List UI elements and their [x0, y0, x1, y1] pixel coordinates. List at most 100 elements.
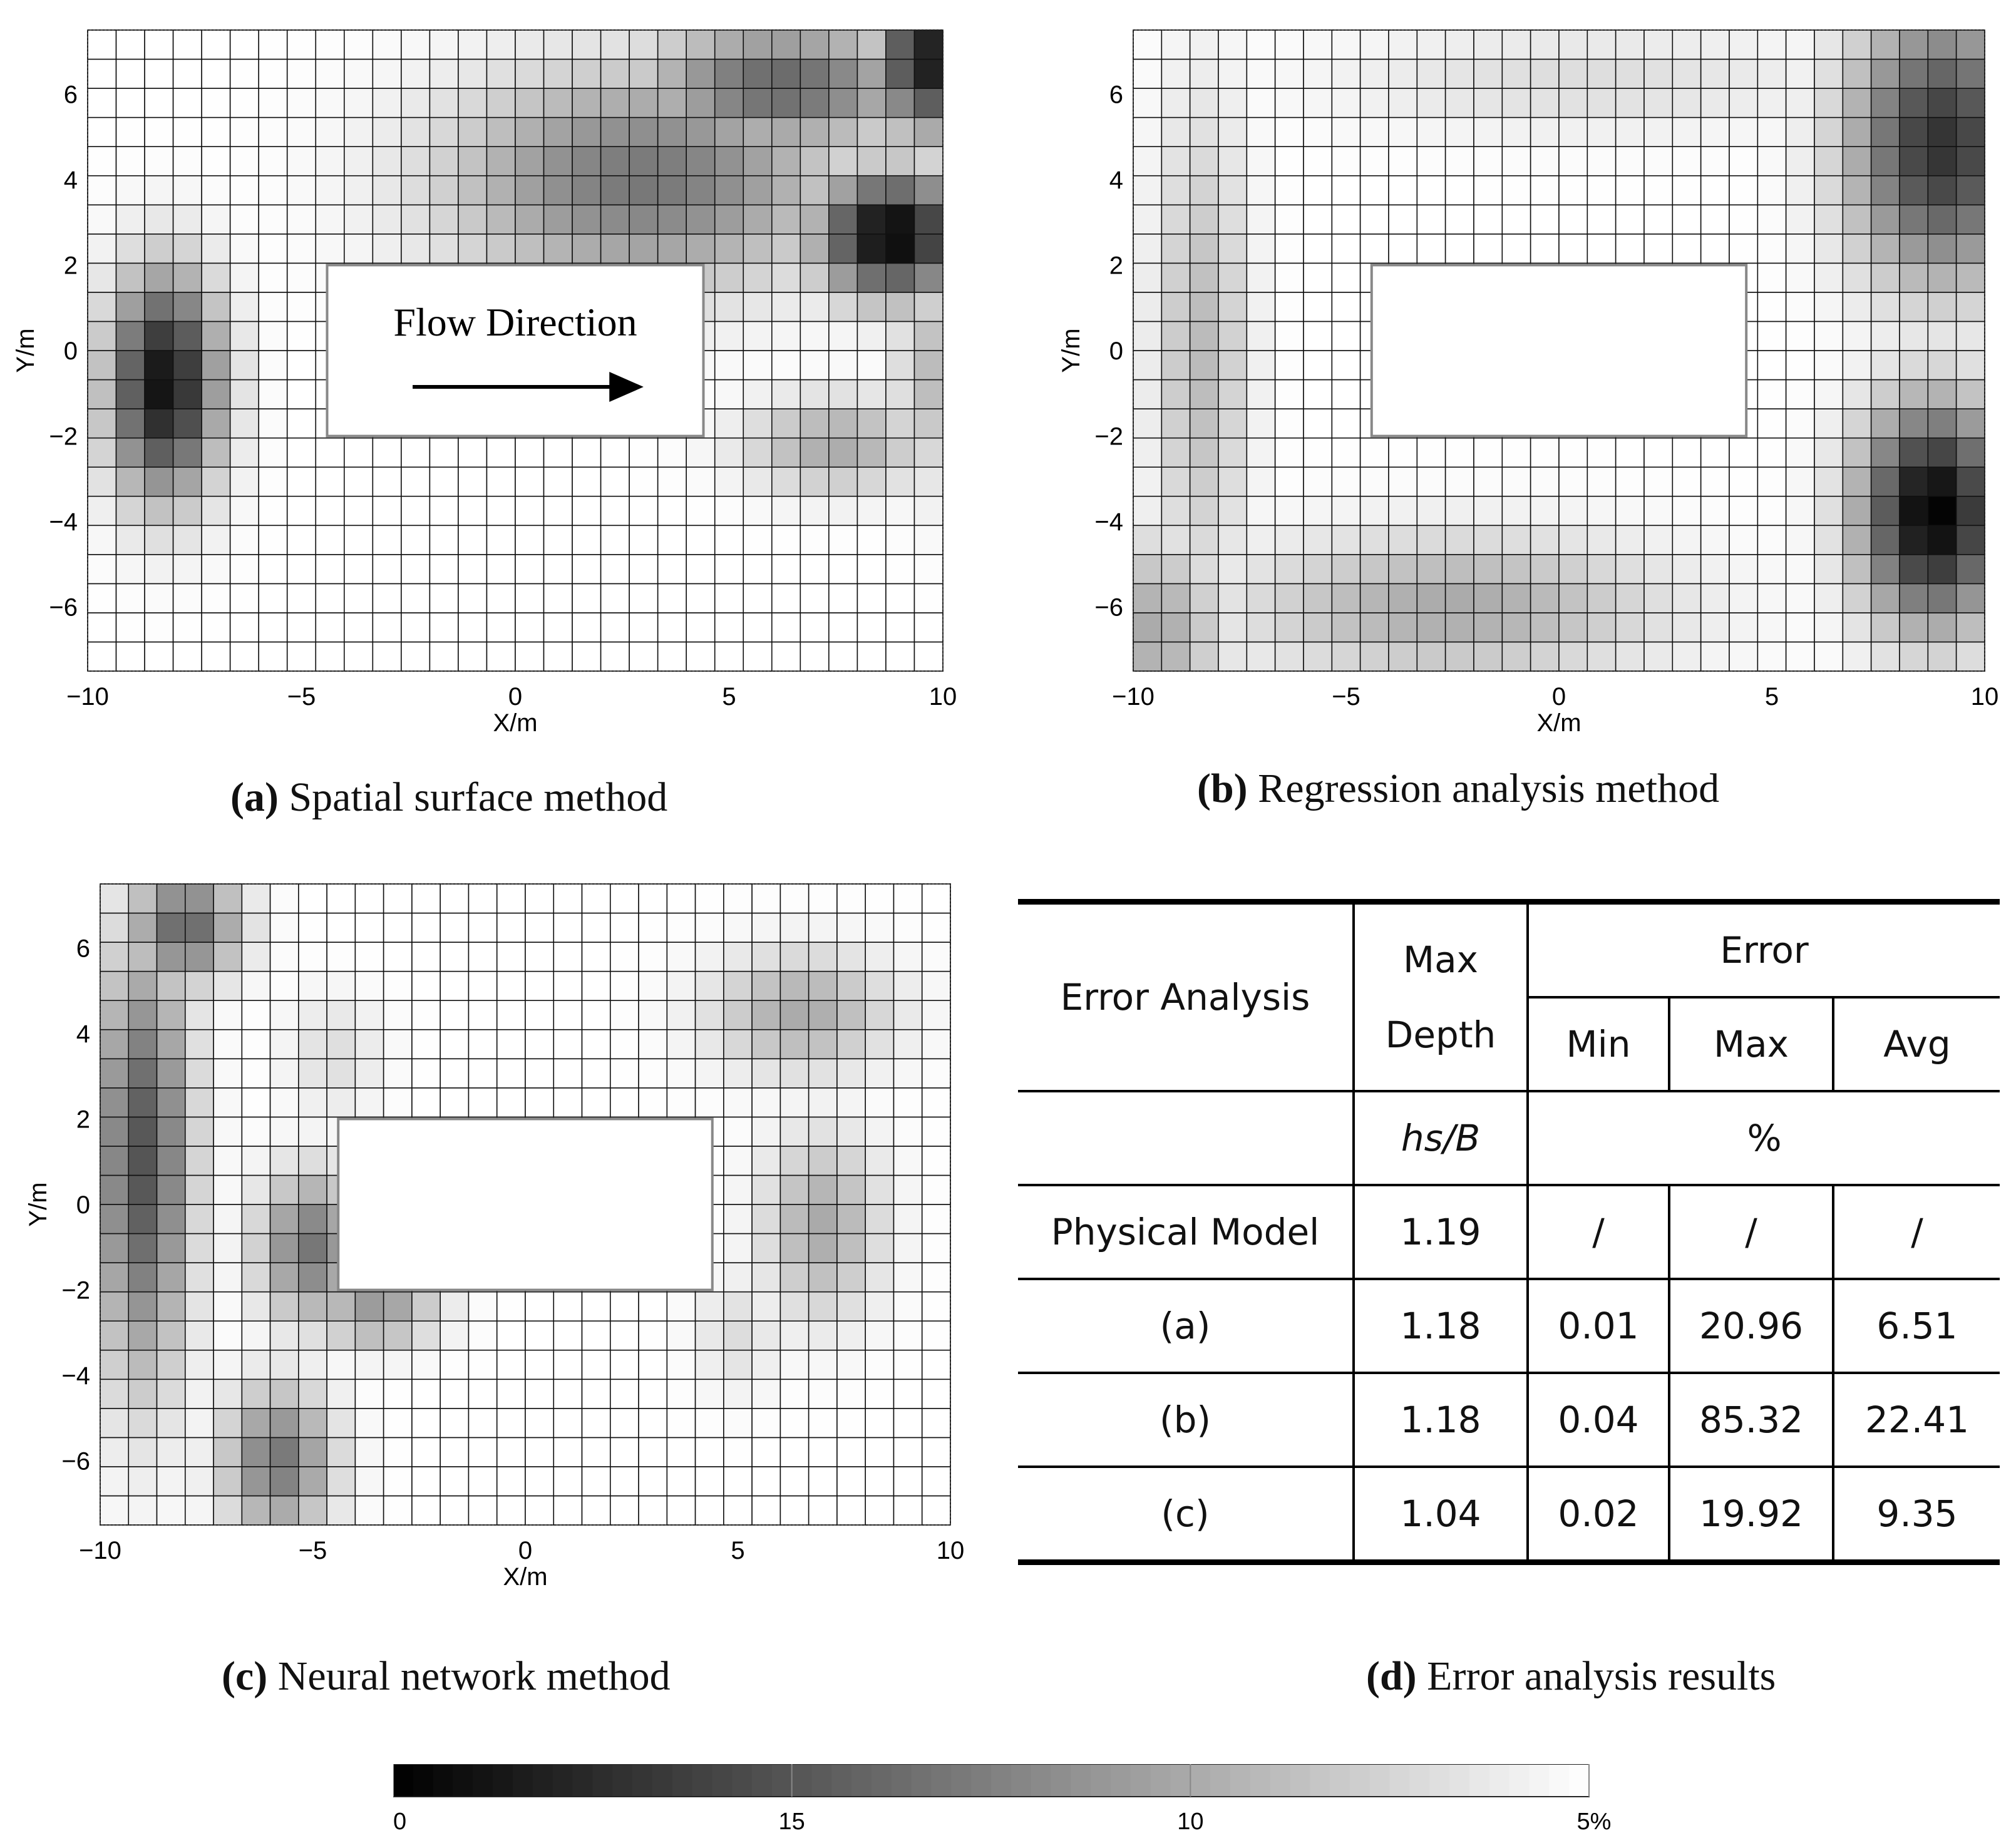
heatmap-cell — [241, 1000, 271, 1030]
heatmap-cell — [1133, 204, 1163, 235]
heatmap-cell — [298, 1174, 327, 1205]
heatmap-cell — [836, 1116, 867, 1147]
heatmap-cell — [229, 437, 259, 468]
heatmap-cell — [572, 466, 602, 497]
heatmap-cell — [1842, 495, 1872, 526]
heatmap-cell — [213, 1233, 243, 1263]
heatmap-cell — [779, 1466, 810, 1497]
heatmap-cell — [1359, 146, 1389, 177]
heatmap-cell — [836, 1437, 867, 1467]
heatmap-cell — [1729, 58, 1759, 89]
heatmap-cell — [1643, 234, 1674, 264]
row-max: 19.92 — [1668, 1467, 1833, 1565]
heatmap-cell — [743, 234, 773, 264]
heatmap-cell — [638, 1087, 668, 1118]
heatmap-cell — [496, 1437, 526, 1467]
heatmap-cell — [269, 1116, 299, 1147]
heatmap-cell — [1814, 175, 1844, 206]
heatmap-cell — [258, 641, 288, 672]
heatmap-cell — [657, 88, 687, 118]
heatmap-cell — [1416, 495, 1446, 526]
heatmap-cell — [1955, 583, 1985, 613]
heatmap-cell — [1955, 262, 1985, 293]
heatmap-cell — [343, 146, 374, 177]
heatmap-cell — [1899, 379, 1929, 409]
heatmap-cell — [1814, 525, 1844, 555]
heatmap-cell — [743, 379, 773, 409]
heatmap-cell — [1615, 58, 1645, 89]
colorbar-step — [991, 1764, 1012, 1797]
heatmap-cell — [808, 1437, 838, 1467]
heatmap-cell — [1899, 641, 1929, 672]
heatmap-cell — [1133, 175, 1163, 206]
heatmap-cell — [836, 1320, 867, 1351]
heatmap-cell — [1133, 116, 1163, 147]
heatmap-cell — [714, 88, 744, 118]
heatmap-cell — [1303, 466, 1333, 497]
colorbar-step — [1270, 1764, 1290, 1797]
heatmap-cell — [128, 1204, 158, 1235]
heatmap-cell — [885, 641, 915, 672]
heatmap-cell — [213, 1174, 243, 1205]
heatmap-cell — [771, 525, 801, 555]
colorbar-step — [453, 1764, 473, 1797]
heatmap-cell — [286, 466, 317, 497]
heatmap-cell — [315, 146, 345, 177]
heatmap-cell — [828, 554, 858, 585]
heatmap-cell — [258, 437, 288, 468]
heatmap-cell — [779, 1116, 810, 1147]
heatmap-cell — [657, 437, 687, 468]
heatmap-cell — [609, 1408, 639, 1439]
row-max: / — [1668, 1185, 1833, 1280]
heatmap-cell — [1700, 641, 1730, 672]
heatmap-cell — [800, 612, 830, 643]
heatmap-cell — [515, 29, 545, 60]
heatmap-cell — [1473, 554, 1503, 585]
heatmap-cell — [1672, 58, 1702, 89]
heatmap-cell — [1246, 88, 1276, 118]
heatmap-cell — [913, 350, 944, 381]
heatmap-cell — [1473, 175, 1503, 206]
heatmap-cell — [581, 1437, 611, 1467]
table-row: (b) 1.18 0.04 85.32 22.41 — [1018, 1373, 2000, 1468]
heatmap-cell — [865, 883, 895, 914]
heatmap-cell — [144, 437, 174, 468]
heatmap-cell — [326, 1291, 356, 1322]
heatmap-cell — [87, 175, 117, 206]
heatmap-cell — [638, 1291, 668, 1322]
heatmap-cell — [1303, 175, 1333, 206]
colorbar-step — [652, 1764, 673, 1797]
heatmap-cell — [383, 1000, 413, 1030]
heatmap-cell — [856, 58, 887, 89]
heatmap-cell — [269, 1204, 299, 1235]
y-tick-label: 6 — [64, 81, 78, 108]
heatmap-cell — [600, 116, 630, 147]
heatmap-cell — [1785, 234, 1815, 264]
heatmap-cell — [1729, 175, 1759, 206]
row-depth: 1.18 — [1352, 1279, 1528, 1374]
heatmap-cell — [1955, 437, 1985, 468]
heatmap-cell — [913, 58, 944, 89]
heatmap-cell — [1331, 146, 1361, 177]
heatmap-cell — [1643, 116, 1674, 147]
heatmap-cell — [638, 883, 668, 914]
heatmap-cell — [144, 525, 174, 555]
heatmap-cell — [1274, 29, 1304, 60]
heatmap-cell — [743, 437, 773, 468]
heatmap-cell — [372, 495, 402, 526]
heatmap-cell — [315, 583, 345, 613]
heatmap-cell — [1757, 641, 1787, 672]
heatmap-cell — [1700, 175, 1730, 206]
heatmap-cell — [1530, 525, 1560, 555]
x-axis-label: X/m — [503, 1563, 547, 1591]
heatmap-cell — [1757, 292, 1787, 322]
heatmap-cell — [1870, 495, 1900, 526]
heatmap-cell — [893, 1378, 923, 1409]
heatmap-cell — [401, 554, 431, 585]
heatmap-cell — [723, 1378, 753, 1409]
heatmap-cell — [1189, 495, 1219, 526]
heatmap-cell — [440, 1349, 470, 1380]
heatmap-cell — [893, 1058, 923, 1089]
heatmap-cell — [258, 350, 288, 381]
